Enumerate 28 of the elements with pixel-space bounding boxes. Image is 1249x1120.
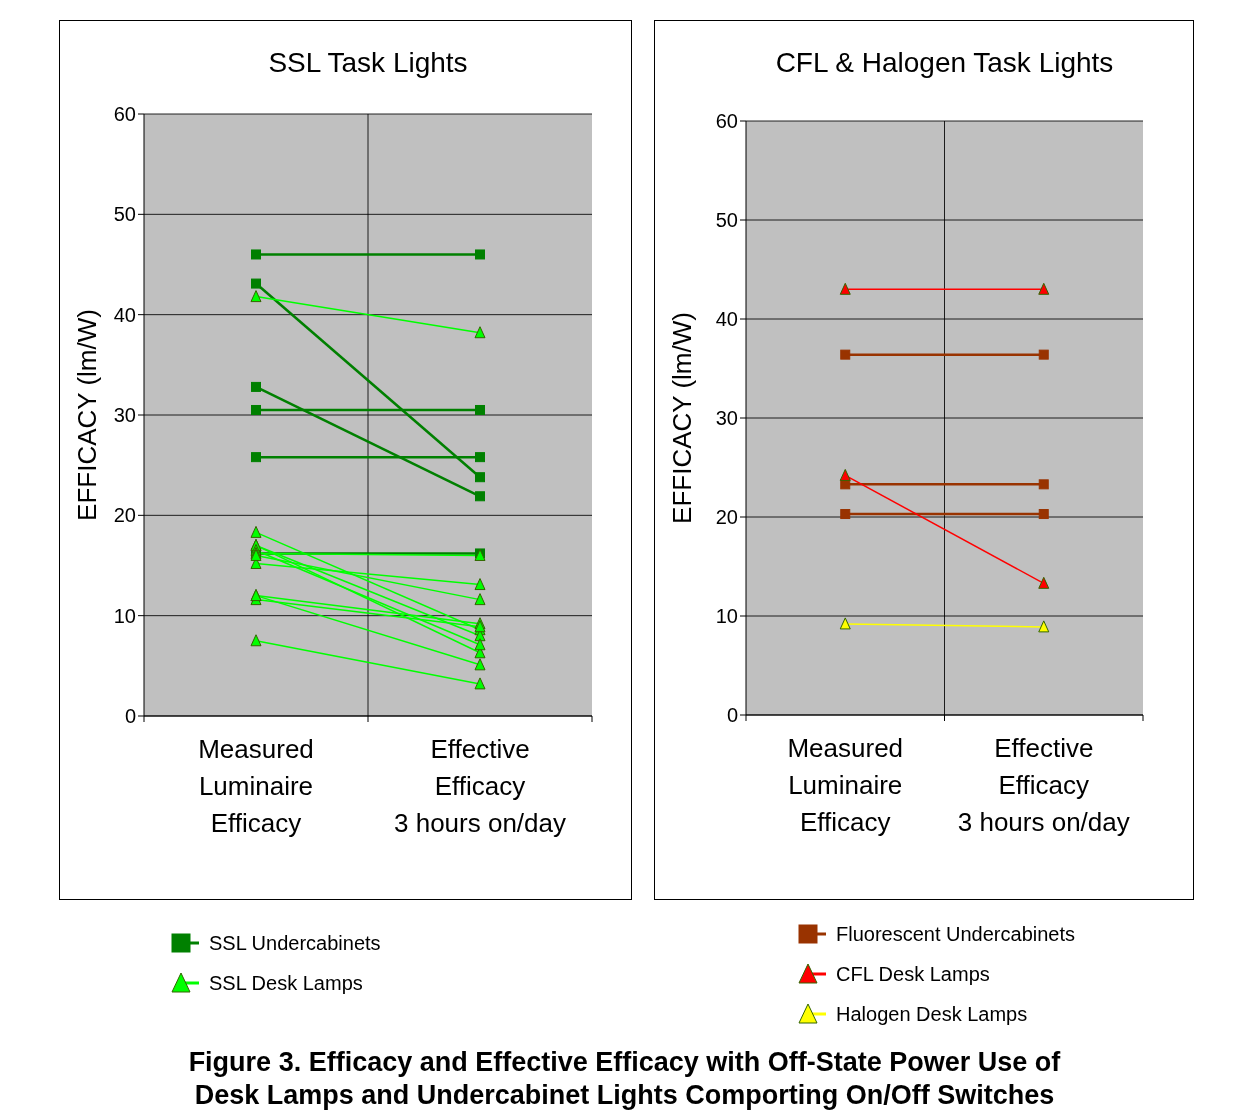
- legend-label: Halogen Desk Lamps: [836, 1002, 1028, 1026]
- legend-label: Fluorescent Undercabinets: [836, 922, 1076, 946]
- legend-label: SSL Undercabinets: [209, 931, 381, 955]
- y-axis-title: EFFICACY (lm/W): [667, 312, 697, 524]
- y-tick-label: 10: [113, 604, 136, 627]
- y-tick-label: 0: [124, 705, 136, 728]
- caption: Figure 3. Efficacy and Effective Efficacy with Off-State Power Use of Desk Lamps and Undercabinet Lights Comporting On/Off Switches: [187, 1046, 1062, 1112]
- y-tick-label: 60: [113, 103, 136, 126]
- legend-label: CFL Desk Lamps: [836, 962, 990, 986]
- chart-title: CFL & Halogen Task Lights: [774, 47, 1115, 79]
- y-tick-label: 30: [113, 404, 136, 427]
- y-tick-label: 50: [113, 203, 136, 226]
- y-tick-label: 10: [715, 605, 738, 628]
- y-tick-label: 40: [113, 303, 136, 326]
- y-tick-label: 20: [715, 506, 738, 529]
- y-tick-label: 50: [715, 209, 738, 232]
- x-tick-label: Effective Efficacy 3 hours on/day: [393, 734, 567, 838]
- x-tick-label: Measured Luminaire Efficacy: [787, 733, 904, 837]
- legend-label: SSL Desk Lamps: [209, 971, 363, 995]
- y-tick-label: 60: [715, 110, 738, 133]
- y-axis-title: EFFICACY (lm/W): [72, 309, 102, 521]
- y-tick-label: 0: [726, 704, 738, 727]
- y-tick-label: 20: [113, 504, 136, 527]
- y-tick-label: 40: [715, 308, 738, 331]
- chart-title: SSL Task Lights: [267, 47, 469, 79]
- x-tick-label: Effective Efficacy 3 hours on/day: [957, 733, 1130, 837]
- y-tick-label: 30: [715, 407, 738, 430]
- x-tick-label: Measured Luminaire Efficacy: [198, 734, 314, 838]
